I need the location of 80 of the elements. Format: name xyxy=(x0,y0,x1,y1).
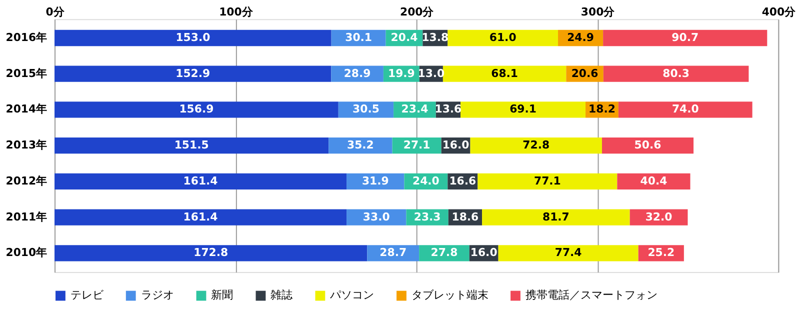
y-tick-label: 2014年 xyxy=(6,102,48,116)
data-label: 152.9 xyxy=(176,66,210,80)
bar xyxy=(478,173,618,190)
y-tick-label: 2010年 xyxy=(6,246,48,260)
data-label: 24.9 xyxy=(567,30,594,44)
data-label: 16.0 xyxy=(470,246,498,260)
data-label: 80.3 xyxy=(662,66,690,80)
y-tick-label: 2015年 xyxy=(6,66,48,80)
data-label: 31.9 xyxy=(362,174,389,188)
legend-label: パソコン xyxy=(329,288,374,302)
data-label: 77.4 xyxy=(554,246,582,260)
data-label: 30.1 xyxy=(345,30,372,44)
data-label: 28.7 xyxy=(380,246,407,260)
data-label: 161.4 xyxy=(183,210,218,224)
bar xyxy=(498,245,638,262)
data-label: 40.4 xyxy=(640,174,668,188)
y-tick-label: 2012年 xyxy=(6,174,48,188)
data-label: 172.8 xyxy=(194,246,228,260)
data-label: 161.4 xyxy=(183,174,218,188)
y-tick-label: 2016年 xyxy=(6,30,48,44)
bar xyxy=(482,209,630,226)
data-label: 50.6 xyxy=(634,138,662,152)
bar xyxy=(617,173,690,190)
y-tick-label: 2013年 xyxy=(6,138,48,152)
legend-label: タブレット端末 xyxy=(411,288,488,302)
x-tick-label: 400分 xyxy=(762,6,797,19)
data-label: 90.7 xyxy=(672,30,699,44)
x-tick-label: 100分 xyxy=(219,6,254,19)
data-label: 25.2 xyxy=(648,246,675,260)
data-label: 27.1 xyxy=(403,138,430,152)
data-label: 18.2 xyxy=(588,102,616,116)
data-label: 19.9 xyxy=(388,66,415,80)
data-label: 33.0 xyxy=(362,210,390,224)
data-label: 18.6 xyxy=(452,210,479,224)
data-label: 77.1 xyxy=(534,174,561,188)
data-label: 74.0 xyxy=(672,102,700,116)
bar xyxy=(54,30,332,46)
data-label: 72.8 xyxy=(522,138,550,152)
data-label: 23.3 xyxy=(414,210,441,224)
bar xyxy=(603,30,768,46)
data-label: 153.0 xyxy=(176,30,211,44)
legend-label: テレビ xyxy=(70,288,104,302)
data-label: 20.4 xyxy=(390,30,418,44)
bar xyxy=(602,138,694,154)
data-label: 156.9 xyxy=(179,102,214,116)
data-label: 30.5 xyxy=(352,102,380,116)
x-tick-label: 300分 xyxy=(580,6,616,19)
x-tick-label: 200分 xyxy=(400,6,435,19)
data-label: 61.0 xyxy=(489,30,517,44)
data-label: 20.6 xyxy=(571,66,598,80)
data-label: 16.0 xyxy=(442,138,470,152)
data-label: 16.6 xyxy=(449,174,476,188)
data-label: 24.0 xyxy=(412,174,440,188)
y-tick-label: 2011年 xyxy=(6,210,48,224)
data-label: 27.8 xyxy=(430,246,458,260)
bar xyxy=(54,66,332,82)
data-label: 151.5 xyxy=(174,138,209,152)
bar xyxy=(603,66,749,82)
bar xyxy=(54,102,338,118)
bar xyxy=(460,102,586,118)
bar xyxy=(54,138,329,154)
data-label: 35.2 xyxy=(347,138,374,152)
data-label: 32.0 xyxy=(645,210,673,224)
bar xyxy=(618,102,752,118)
legend-label: 新聞 xyxy=(211,288,234,302)
bar xyxy=(54,245,368,262)
data-label: 68.1 xyxy=(491,66,518,80)
bar xyxy=(470,138,602,154)
legend-label: 携帯電話／スマートフォン xyxy=(525,288,658,302)
data-label: 81.7 xyxy=(542,210,570,224)
legend-label: 雑誌 xyxy=(270,288,293,302)
bar xyxy=(54,209,347,226)
bar xyxy=(448,30,558,46)
data-label: 28.9 xyxy=(344,66,371,80)
bar xyxy=(54,173,347,190)
x-tick-label: 0分 xyxy=(46,6,66,19)
bar xyxy=(442,66,566,82)
legend-label: ラジオ xyxy=(140,288,174,302)
data-label: 23.4 xyxy=(401,102,429,116)
data-label: 69.1 xyxy=(510,102,536,116)
